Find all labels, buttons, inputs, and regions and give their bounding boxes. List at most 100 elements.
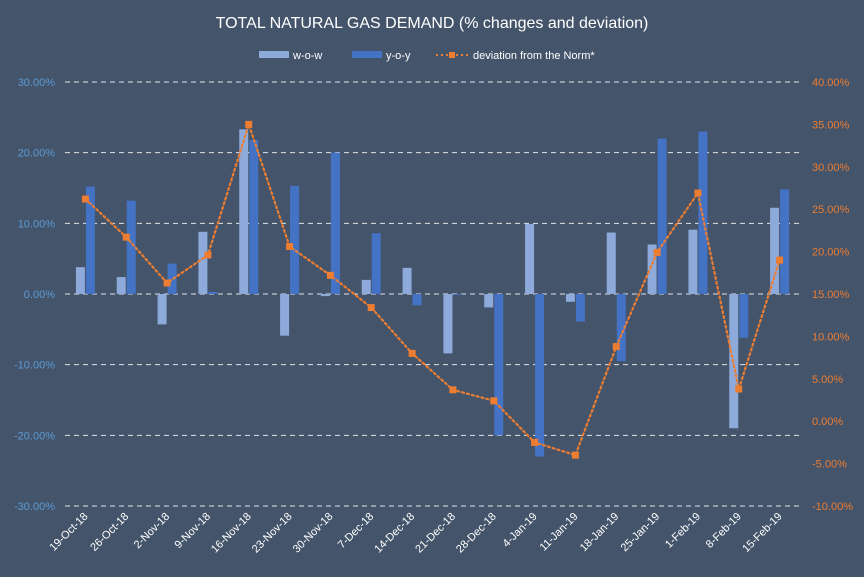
bar-wow [75,267,85,294]
x-tick-label: 14-Dec-18 [372,511,417,556]
deviation-point [653,248,661,256]
bar-yoy [412,294,422,306]
deviation-point [245,120,253,128]
bar-wow [320,294,330,297]
deviation-point [367,304,375,312]
x-tick-label: 21-Dec-18 [413,511,458,556]
x-tick-label: 15-Feb-19 [740,511,784,555]
x-tick-label: 23-Nov-18 [250,511,295,556]
bar-yoy [453,294,463,295]
deviation-point [286,243,294,251]
left-tick-label: 30.00% [18,77,56,89]
x-tick-label: 4-Jan-19 [501,511,540,550]
bar-wow [647,244,657,294]
deviation-point [490,397,498,405]
deviation-point [408,349,416,357]
right-tick-label: -10.00% [812,501,853,513]
legend: w-o-w y-o-y deviation from the Norm* [259,50,595,62]
right-axis-ticks: 40.00% 35.00% 30.00% 25.00% 20.00% 15.00% 10.0… [812,77,853,513]
bar-wow [443,294,453,354]
x-tick-label: 11-Jan-19 [538,511,581,554]
bar-yoy [330,152,340,294]
x-tick-label: 7-Dec-18 [336,511,376,551]
deviation-point [571,451,579,459]
bar-yoy [249,139,259,294]
deviation-point [735,385,743,393]
x-tick-label: 8-Feb-19 [704,511,744,551]
deviation-line [81,120,784,459]
x-tick-label: 30-Nov-18 [291,511,336,556]
x-tick-label: 16-Nov-18 [209,511,254,556]
x-tick-label: 9-Nov-18 [173,511,213,551]
bar-yoy [167,263,177,294]
x-tick-label: 1-Feb-19 [663,511,703,551]
deviation-point [449,386,457,394]
deviation-point [81,195,89,203]
deviation-point [694,189,702,197]
bar-wow [770,207,780,294]
legend-label-wow: w-o-w [292,50,322,62]
bar-yoy [535,294,545,457]
deviation-point [612,343,620,351]
deviation-point [163,279,171,287]
left-tick-label: 0.00% [24,289,55,301]
right-tick-label: 5.00% [812,374,843,386]
deviation-point [531,438,539,446]
x-tick-label: 25-Jan-19 [619,511,663,555]
right-tick-label: -5.00% [812,459,847,471]
legend-label-deviation: deviation from the Norm* [473,50,595,62]
right-tick-label: 0.00% [812,416,843,428]
left-tick-label: -10.00% [14,360,55,372]
left-axis-ticks: 30.00% 20.00% 10.00% 0.00% -10.00% -20.00% -30… [14,77,55,513]
x-tick-label: 2-Nov-18 [132,511,172,551]
bars [75,129,790,457]
bar-wow [157,294,167,325]
right-tick-label: 40.00% [812,77,850,89]
bar-yoy [657,138,667,294]
x-tick-label: 28-Dec-18 [454,511,499,556]
deviation-series-line [84,120,781,457]
left-tick-label: 20.00% [18,148,56,160]
bar-yoy [494,294,504,436]
left-tick-label: -20.00% [14,430,55,442]
deviation-point [776,256,784,264]
bar-yoy [575,294,585,322]
left-tick-label: -30.00% [14,501,55,513]
right-tick-label: 20.00% [812,247,850,259]
legend-label-yoy: y-o-y [386,50,411,62]
legend-marker-deviation [449,52,455,58]
bar-yoy [616,294,626,362]
left-tick-label: 10.00% [18,218,56,230]
legend-swatch-yoy [352,51,382,58]
deviation-point [122,233,130,241]
deviation-point [326,271,334,279]
chart-title: TOTAL NATURAL GAS DEMAND (% changes and … [216,15,649,32]
bar-wow [525,224,535,294]
bar-wow [116,277,126,294]
bar-wow [402,267,412,294]
bar-wow [688,229,698,294]
right-tick-label: 25.00% [812,204,850,216]
x-tick-label: 26-Oct-18 [88,511,131,554]
bar-yoy [290,185,300,294]
deviation-point [204,251,212,259]
bar-wow [361,279,371,294]
bar-yoy [371,233,381,294]
right-tick-label: 35.00% [812,119,850,131]
right-tick-label: 10.00% [812,331,850,343]
bar-yoy [739,294,749,338]
x-tick-label: 19-Oct-18 [47,511,90,554]
bar-wow [565,294,575,302]
bar-wow [239,129,249,294]
bar-yoy [208,291,218,294]
bar-yoy [85,186,95,294]
bar-wow [198,231,208,294]
right-tick-label: 30.00% [812,162,850,174]
bar-yoy [780,189,790,294]
bar-wow [280,294,290,336]
bar-wow [484,294,494,308]
bar-wow [606,232,616,294]
